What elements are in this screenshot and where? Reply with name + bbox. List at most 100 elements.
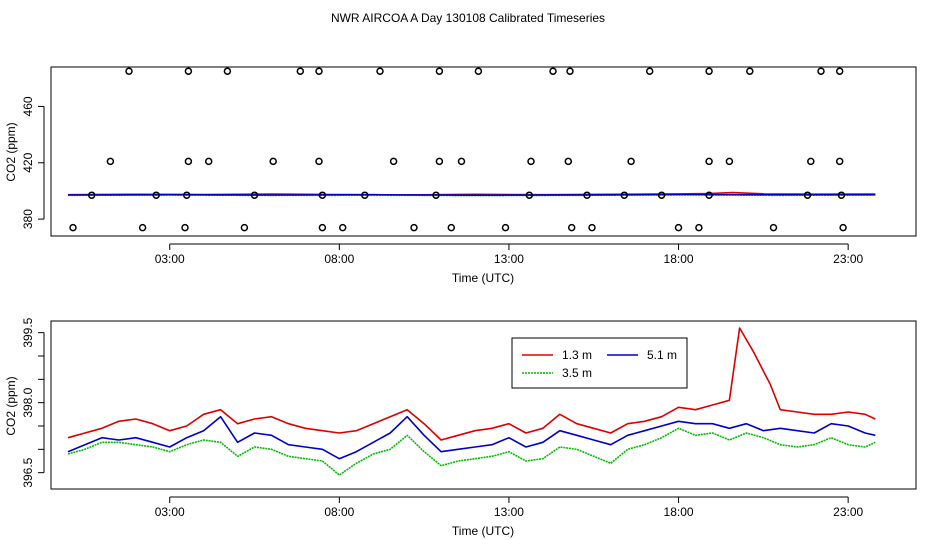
data-point-marker [435, 157, 444, 166]
data-point-marker [410, 223, 418, 232]
data-point-marker [184, 157, 193, 166]
panel-bottom-timeseries: 396.5 398.0 399.5 03:00 08:00 13:00 18:00 23:0… [4, 317, 917, 538]
data-point-marker [835, 157, 844, 166]
data-point-marker [250, 191, 259, 199]
data-point-marker [269, 157, 277, 166]
data-point-marker [705, 157, 713, 166]
y-tick-label: 398.0 [21, 387, 35, 417]
x-axis-top: 03:00 08:00 13:00 18:00 23:00 [155, 243, 863, 266]
data-point-marker [839, 223, 847, 232]
data-point-marker [125, 67, 133, 75]
y-tick-label: 460 [21, 96, 35, 116]
y-axis-label-bottom: CO2 (ppm) [4, 376, 18, 435]
data-point-marker [674, 223, 683, 232]
x-tick-label: 03:00 [155, 252, 185, 266]
series-line-5-1-m [67, 193, 876, 196]
x-tick-label: 23:00 [833, 252, 863, 266]
data-point-marker [567, 223, 576, 232]
y-tick-label: 396.5 [21, 457, 35, 487]
data-point-marker [389, 157, 398, 166]
data-point-marker [318, 191, 327, 199]
legend-label-3-5m: 3.5 m [562, 366, 592, 380]
data-point-marker [705, 191, 713, 199]
x-tick-label: 08:00 [324, 252, 354, 266]
data-point-marker [152, 191, 160, 199]
point-markers-top [69, 67, 847, 232]
series-line-1-3-m [67, 327, 876, 441]
plot-frame-top [50, 66, 917, 237]
data-point-marker [525, 191, 534, 199]
x-tick-label: 13:00 [494, 505, 524, 519]
data-point-marker [583, 191, 591, 199]
data-point-marker [627, 157, 635, 166]
y-axis-top: 380 420 460 [21, 96, 45, 229]
data-point-marker [457, 157, 466, 166]
data-point-marker [835, 67, 844, 75]
data-point-marker [318, 223, 327, 232]
data-point-marker [837, 191, 846, 199]
x-tick-label: 18:00 [664, 252, 694, 266]
data-point-marker [69, 223, 77, 232]
data-point-marker [87, 191, 96, 199]
data-point-marker [361, 191, 369, 199]
data-point-marker [204, 157, 213, 166]
legend-label-5-1m: 5.1 m [647, 348, 677, 362]
y-axis-label-top: CO2 (ppm) [4, 122, 18, 181]
data-point-marker [705, 67, 713, 75]
y-tick-label: 380 [21, 209, 35, 229]
data-point-marker [447, 223, 456, 232]
x-tick-label: 08:00 [324, 505, 354, 519]
legend-label-1-3m: 1.3 m [562, 348, 592, 362]
data-point-marker [315, 157, 323, 166]
series-lines-top [67, 191, 876, 197]
data-point-marker [527, 157, 535, 166]
data-point-marker [182, 191, 191, 199]
data-point-marker [435, 67, 444, 75]
series-line-3-5-m [67, 427, 876, 476]
data-point-marker [564, 157, 573, 166]
y-tick-label: 399.5 [21, 317, 35, 347]
data-point-marker [725, 157, 734, 166]
x-tick-label: 03:00 [155, 505, 185, 519]
data-point-marker [315, 67, 323, 75]
data-point-marker [657, 191, 666, 199]
data-point-marker [138, 223, 147, 232]
series-line-5-1-m [67, 415, 876, 460]
legend-box [511, 337, 688, 389]
series-lines-bottom [67, 327, 876, 476]
data-point-marker [376, 67, 384, 75]
data-point-marker [645, 67, 654, 75]
data-point-marker [566, 67, 574, 75]
data-point-marker [106, 157, 115, 166]
legend: 1.3 m 5.1 m 3.5 m [511, 337, 688, 389]
panel-top-timeseries: 380 420 460 03:00 08:00 13:00 18:00 23:00 Time… [4, 66, 917, 285]
data-point-marker [549, 67, 557, 75]
x-tick-label: 18:00 [664, 505, 694, 519]
x-tick-label: 13:00 [494, 252, 524, 266]
data-point-marker [620, 191, 629, 199]
y-axis-bottom: 396.5 398.0 399.5 [21, 317, 45, 488]
figure-title: NWR AIRCOA A Day 130108 Calibrated Times… [331, 11, 605, 25]
data-point-marker [474, 67, 483, 75]
data-point-marker [807, 157, 815, 166]
data-point-marker [803, 191, 812, 199]
data-point-marker [240, 223, 249, 232]
data-point-marker [184, 67, 193, 75]
data-point-marker [296, 67, 305, 75]
y-tick-label: 420 [21, 152, 35, 172]
data-point-marker [746, 67, 754, 75]
data-point-marker [338, 223, 347, 232]
x-axis-label-bottom: Time (UTC) [452, 524, 514, 538]
plot-frame-bottom [50, 320, 917, 490]
data-point-marker [695, 223, 703, 232]
data-point-marker [817, 67, 825, 75]
data-point-marker [588, 223, 596, 232]
x-tick-label: 23:00 [833, 505, 863, 519]
data-point-marker [181, 223, 189, 232]
data-point-marker [432, 191, 440, 199]
data-point-marker [223, 67, 232, 75]
x-axis-label-top: Time (UTC) [452, 271, 514, 285]
data-point-marker [769, 223, 778, 232]
x-axis-bottom: 03:00 08:00 13:00 18:00 23:00 [155, 496, 863, 519]
